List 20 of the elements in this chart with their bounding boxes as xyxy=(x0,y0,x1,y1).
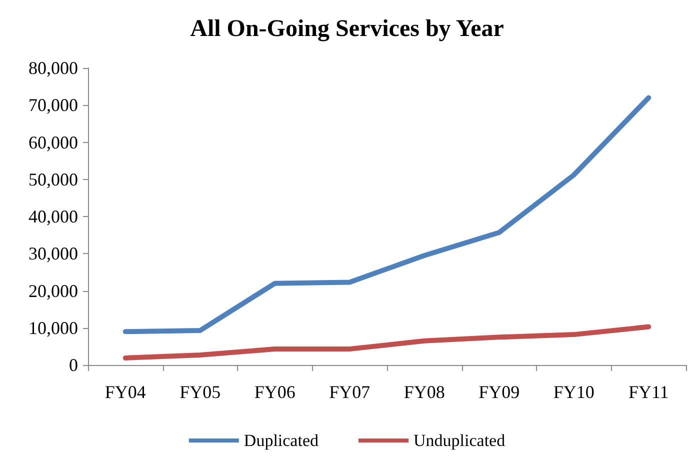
y-tick-label: 50,000 xyxy=(28,169,78,190)
x-tick-label: FY09 xyxy=(478,382,520,402)
y-tick-label: 70,000 xyxy=(28,95,78,116)
x-tick-label: FY06 xyxy=(254,382,296,402)
x-tick-label: FY04 xyxy=(104,382,146,402)
y-tick-label: 20,000 xyxy=(28,280,78,301)
y-tick-label: 10,000 xyxy=(28,318,78,338)
chart-title: All On-Going Services by Year xyxy=(190,16,504,42)
x-tick-label: FY11 xyxy=(628,382,669,402)
x-tick-label: FY08 xyxy=(404,382,445,402)
y-tick-label: 60,000 xyxy=(28,132,78,152)
y-tick-label: 0 xyxy=(69,355,78,375)
y-tick-label: 40,000 xyxy=(28,206,78,226)
legend-label: Unduplicated xyxy=(414,431,506,450)
x-tick-label: FY10 xyxy=(553,382,594,402)
x-tick-label: FY05 xyxy=(180,382,221,402)
y-tick-label: 30,000 xyxy=(28,244,78,264)
x-tick-label: FY07 xyxy=(329,382,370,402)
legend-label: Duplicated xyxy=(244,431,319,450)
y-tick-label: 80,000 xyxy=(28,58,78,78)
